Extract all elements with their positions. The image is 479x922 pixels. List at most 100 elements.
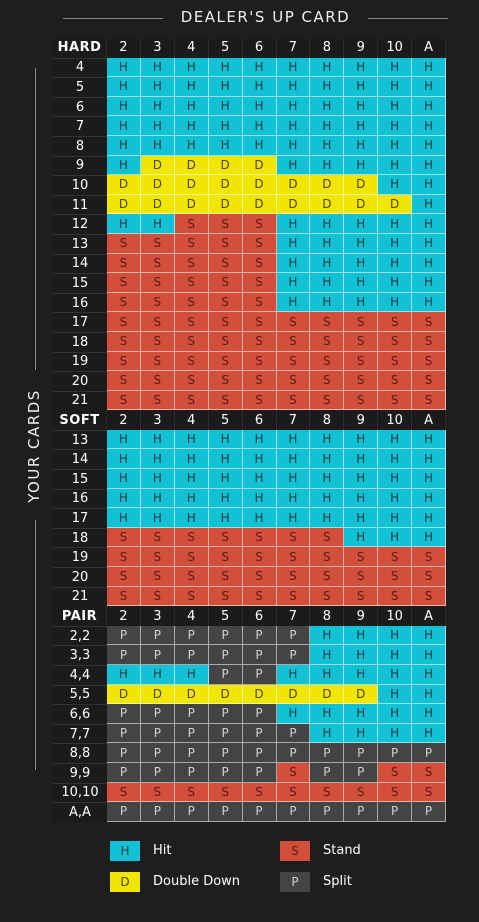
strategy-cell: P (412, 802, 446, 822)
strategy-cell: H (344, 508, 379, 528)
strategy-cell: H (344, 57, 379, 78)
strategy-cell: H (174, 449, 209, 470)
strategy-cell: H (208, 57, 243, 78)
strategy-cell: H (140, 449, 175, 470)
strategy-cell: H (208, 488, 243, 509)
dealer-card-header: A (412, 410, 446, 430)
hand-label: 6,6 (53, 704, 107, 724)
strategy-cell: S (140, 331, 175, 352)
strategy-cell: S (140, 782, 175, 803)
strategy-cell: S (412, 351, 446, 372)
strategy-cell: S (344, 312, 379, 332)
strategy-cell: D (174, 194, 209, 215)
strategy-cell: P (107, 762, 141, 783)
strategy-cell: P (208, 704, 243, 724)
dealer-card-header: 10 (378, 606, 413, 626)
strategy-cell: S (174, 586, 209, 607)
strategy-cell: H (242, 96, 277, 117)
strategy-cell: H (310, 116, 345, 136)
strategy-cell: S (310, 390, 345, 411)
strategy-grid: HARD 2 3 4 5 6 7 8 9 10 A 4 H H H H H H H H H H 5 H H H H H H H H H H 6 H H… (53, 38, 446, 822)
strategy-cell: P (208, 625, 243, 646)
strategy-cell: S (378, 312, 413, 332)
strategy-cell: D (208, 155, 243, 176)
strategy-cell: H (174, 116, 209, 136)
strategy-cell: H (242, 488, 277, 509)
strategy-cell: H (276, 116, 311, 136)
strategy-cell: H (412, 57, 446, 78)
strategy-cell: S (208, 527, 243, 548)
strategy-cell: P (276, 743, 311, 763)
strategy-cell: H (344, 469, 379, 489)
strategy-cell: H (310, 645, 345, 665)
strategy-cell: H (310, 704, 345, 724)
strategy-cell: H (107, 155, 141, 176)
strategy-cell: S (174, 390, 209, 411)
strategy-cell: H (412, 155, 446, 176)
strategy-cell: H (208, 96, 243, 117)
strategy-cell: H (310, 292, 345, 313)
strategy-cell: H (174, 135, 209, 156)
strategy-cell: H (310, 665, 345, 685)
strategy-cell: S (174, 547, 209, 568)
strategy-cell: S (242, 547, 277, 568)
strategy-cell: H (344, 645, 379, 665)
strategy-cell: H (412, 116, 446, 136)
strategy-cell: P (140, 802, 175, 822)
strategy-cell: P (140, 723, 175, 744)
strategy-cell: D (208, 194, 243, 215)
dealer-card-header: 9 (344, 38, 379, 58)
strategy-cell: D (140, 175, 175, 195)
strategy-cell: H (242, 429, 277, 450)
strategy-cell: S (242, 782, 277, 803)
strategy-cell: S (344, 371, 379, 391)
strategy-cell: S (174, 351, 209, 372)
strategy-cell: H (378, 273, 413, 293)
strategy-cell: P (242, 665, 277, 685)
strategy-cell: H (412, 96, 446, 117)
strategy-cell: H (378, 155, 413, 176)
dealer-card-header: 7 (276, 38, 311, 58)
strategy-cell: H (412, 527, 446, 548)
strategy-cell: S (140, 547, 175, 568)
strategy-cell: H (174, 429, 209, 450)
legend-label-stand: Stand (323, 843, 361, 858)
dealer-card-header: 3 (140, 38, 175, 58)
strategy-cell: D (107, 684, 141, 705)
strategy-cell: H (174, 488, 209, 509)
strategy-cell: S (310, 371, 345, 391)
legend-label-split: Split (323, 874, 352, 889)
strategy-cell: D (174, 684, 209, 705)
strategy-cell: H (276, 704, 311, 724)
strategy-cell: S (276, 547, 311, 568)
strategy-cell: H (107, 469, 141, 489)
strategy-cell: H (310, 429, 345, 450)
strategy-cell: S (242, 586, 277, 607)
hand-label: 15 (53, 273, 107, 293)
strategy-cell: H (140, 135, 175, 156)
strategy-cell: H (140, 488, 175, 509)
strategy-cell: S (242, 527, 277, 548)
strategy-cell: H (412, 292, 446, 313)
strategy-cell: H (208, 508, 243, 528)
strategy-cell: S (208, 273, 243, 293)
strategy-cell: S (276, 331, 311, 352)
strategy-cell: S (378, 390, 413, 411)
strategy-cell: H (412, 684, 446, 705)
strategy-cell: D (344, 684, 379, 705)
strategy-cell: P (107, 723, 141, 744)
dealer-card-header: 7 (276, 606, 311, 626)
hand-label: 20 (53, 371, 107, 391)
strategy-cell: H (310, 488, 345, 509)
strategy-cell: H (378, 645, 413, 665)
strategy-cell: S (140, 233, 175, 254)
strategy-cell: H (344, 214, 379, 234)
strategy-cell: H (208, 116, 243, 136)
strategy-cell: P (412, 743, 446, 763)
strategy-cell: H (310, 77, 345, 97)
strategy-cell: H (378, 116, 413, 136)
strategy-cell: H (412, 273, 446, 293)
strategy-cell: H (378, 704, 413, 724)
strategy-cell: S (276, 312, 311, 332)
strategy-cell: P (208, 802, 243, 822)
